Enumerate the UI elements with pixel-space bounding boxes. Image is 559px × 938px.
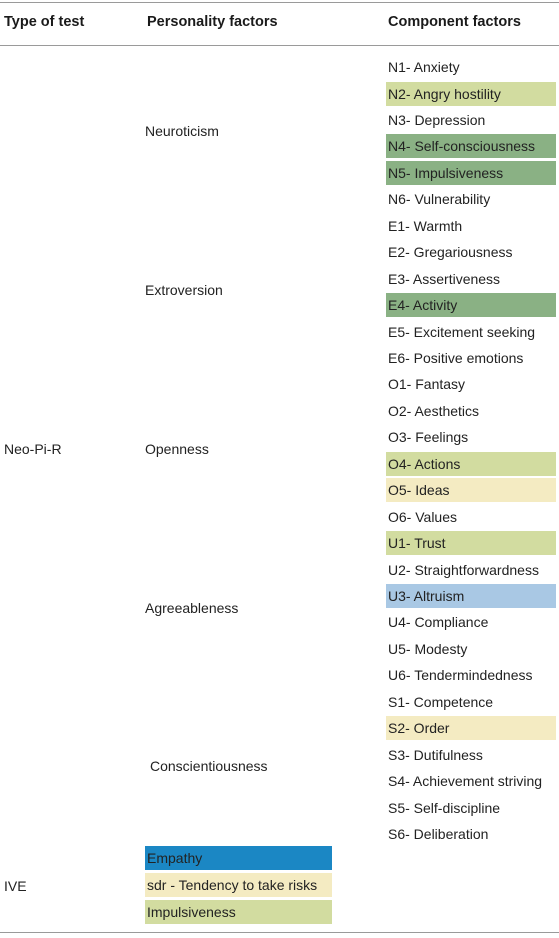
component-factor-row: S2- Order bbox=[386, 716, 556, 741]
component-factor-row: O3- Feelings bbox=[388, 429, 469, 446]
component-factor-row: S5- Self-discipline bbox=[388, 799, 501, 816]
component-factor-row: E2- Gregariousness bbox=[388, 244, 513, 261]
component-factor-row: N3- Depression bbox=[388, 111, 486, 128]
component-factor-row: N5- Impulsiveness bbox=[386, 160, 556, 185]
top-rule bbox=[0, 2, 559, 3]
personality-factor-1: Extroversion bbox=[145, 282, 223, 298]
ive-factor-row: Empathy bbox=[145, 846, 332, 870]
component-factor-row: U4- Compliance bbox=[388, 614, 489, 631]
component-factor-row: U1- Trust bbox=[386, 531, 556, 556]
personality-factor-2: Openness bbox=[145, 441, 209, 457]
component-factor-row: U2- Straightforwardness bbox=[388, 561, 539, 578]
header-component-factors: Component factors bbox=[388, 14, 521, 30]
component-factor-row: S3- Dutifulness bbox=[388, 746, 483, 763]
ive-factor-row: Impulsiveness bbox=[145, 900, 332, 924]
component-factor-row: O1- Fantasy bbox=[388, 376, 466, 393]
bottom-rule bbox=[0, 932, 559, 933]
component-factor-row: N6- Vulnerability bbox=[388, 191, 491, 208]
component-factor-row: S4- Achievement striving bbox=[388, 773, 543, 790]
component-factor-row: S6- Deliberation bbox=[388, 826, 489, 842]
component-factor-row: S1- Competence bbox=[388, 693, 494, 710]
component-factor-row: O6- Values bbox=[388, 508, 457, 525]
component-factor-row: E6- Positive emotions bbox=[388, 349, 524, 366]
component-factor-row: E4- Activity bbox=[386, 293, 556, 317]
component-factor-row: E3- Assertiveness bbox=[388, 270, 501, 287]
ive-factor-row: sdr - Tendency to take risks bbox=[145, 873, 332, 897]
component-factor-row: E5- Excitement seeking bbox=[388, 323, 536, 340]
test-type-ive: IVE bbox=[4, 878, 27, 894]
personality-factor-3: Agreeableness bbox=[145, 600, 239, 616]
personality-factor-4: Conscientiousness bbox=[150, 758, 268, 774]
header-rule bbox=[0, 45, 559, 46]
component-factor-row: U5- Modesty bbox=[388, 640, 468, 657]
component-factor-row: U3- Altruism bbox=[386, 584, 556, 608]
component-factor-row: N2- Angry hostility bbox=[386, 81, 556, 106]
component-factor-row: O2- Aesthetics bbox=[388, 402, 480, 419]
header-personality-factors: Personality factors bbox=[147, 14, 278, 30]
personality-factor-0: Neuroticism bbox=[145, 123, 219, 139]
component-factor-row: O4- Actions bbox=[386, 451, 556, 476]
test-type-neo: Neo-Pi-R bbox=[4, 441, 62, 457]
component-factor-row: N4- Self-consciousness bbox=[386, 134, 556, 159]
component-factor-row: U6- Tendermindedness bbox=[388, 667, 533, 684]
component-factor-row: N1- Anxiety bbox=[388, 59, 460, 75]
header-type-of-test: Type of test bbox=[4, 14, 85, 30]
component-factor-row: O5- Ideas bbox=[386, 478, 556, 503]
component-factor-row: E1- Warmth bbox=[388, 217, 463, 234]
